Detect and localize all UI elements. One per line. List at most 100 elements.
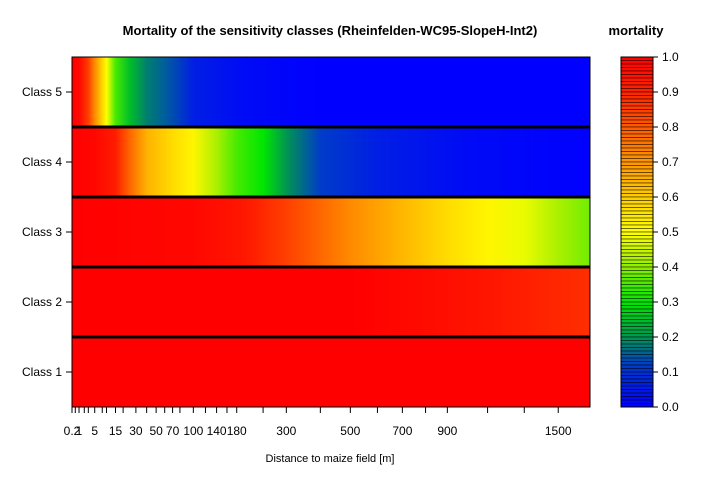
legend-color-band <box>620 56 654 61</box>
x-tick-label: 0.2 <box>64 424 81 438</box>
legend-color-band <box>620 137 654 142</box>
heat-row-class-2 <box>72 267 590 337</box>
legend-color-band <box>620 329 654 334</box>
legend-color-band <box>620 130 654 135</box>
x-tick-label: 300 <box>276 424 296 438</box>
legend-color-band <box>620 186 654 191</box>
heat-row-class-5 <box>72 57 590 127</box>
legend-color-band <box>620 123 654 128</box>
legend-color-band <box>620 266 654 271</box>
legend-color-band <box>620 298 654 303</box>
legend-color-band <box>620 133 654 138</box>
x-tick-label: 5 <box>91 424 98 438</box>
legend-color-band <box>620 396 654 401</box>
legend-color-band <box>620 245 654 250</box>
legend-color-band <box>620 291 654 296</box>
x-tick-label: 100 <box>183 424 203 438</box>
legend-color-band <box>620 389 654 394</box>
x-axis: 0.21 5 15 30 50 70 100 140 180 300 500 700 900 1500 <box>64 406 590 438</box>
legend-color-band <box>620 294 654 299</box>
legend-color-band <box>620 144 654 149</box>
legend-color-band <box>620 385 654 390</box>
legend-color-band <box>620 333 654 338</box>
legend-title: mortality <box>609 23 665 38</box>
y-tick-label: Class 3 <box>22 225 62 239</box>
legend-color-band <box>620 179 654 184</box>
legend-color-band <box>620 95 654 100</box>
x-tick-label: 900 <box>437 424 457 438</box>
legend-tick-label: 0.6 <box>662 190 679 204</box>
x-axis-label: Distance to maize field [m] <box>266 453 395 465</box>
legend-tick-label: 0.8 <box>662 120 679 134</box>
legend-color-band <box>620 280 654 285</box>
legend-color-band <box>620 378 654 383</box>
legend-color-band <box>620 242 654 247</box>
x-tick-label: 700 <box>392 424 412 438</box>
legend-color-band <box>620 252 654 257</box>
legend-color-band <box>620 357 654 362</box>
legend-color-band <box>620 308 654 313</box>
legend-tick-label: 0.3 <box>662 295 679 309</box>
color-legend: 1.0 0.9 0.8 0.7 0.6 0.5 0.4 0.3 0.2 0.1 0.0 <box>620 50 679 414</box>
legend-color-band <box>620 126 654 131</box>
legend-color-band <box>620 189 654 194</box>
legend-color-band <box>620 382 654 387</box>
y-tick-label: Class 1 <box>22 365 62 379</box>
legend-color-band <box>620 203 654 208</box>
legend-color-band <box>620 221 654 226</box>
legend-tick-label: 0.4 <box>662 260 679 274</box>
legend-color-band <box>620 165 654 170</box>
legend-color-band <box>620 350 654 355</box>
legend-color-band <box>620 277 654 282</box>
legend-color-band <box>620 319 654 324</box>
y-tick-label: Class 4 <box>22 155 62 169</box>
x-tick-label: 15 <box>109 424 123 438</box>
legend-color-band <box>620 284 654 289</box>
legend-color-band <box>620 105 654 110</box>
legend-color-band <box>620 301 654 306</box>
x-tick-label: 70 <box>166 424 180 438</box>
heat-row-class-1 <box>72 337 590 407</box>
x-tick-label: 1500 <box>545 424 572 438</box>
legend-color-band <box>620 235 654 240</box>
heat-row-class-3 <box>72 197 590 267</box>
legend-color-band <box>620 147 654 152</box>
legend-color-band <box>620 354 654 359</box>
x-tick-label: 500 <box>340 424 360 438</box>
legend-color-band <box>620 217 654 222</box>
legend-tick-label: 0.5 <box>662 225 679 239</box>
heat-row-class-4 <box>72 127 590 197</box>
legend-color-band <box>620 175 654 180</box>
legend-color-band <box>620 116 654 121</box>
legend-color-band <box>620 375 654 380</box>
legend-color-band <box>620 63 654 68</box>
legend-color-band <box>620 305 654 310</box>
legend-color-band <box>620 322 654 327</box>
y-axis: Class 5 Class 4 Class 3 Class 2 Class 1 <box>22 85 72 379</box>
y-tick-label: Class 5 <box>22 85 62 99</box>
legend-color-band <box>620 343 654 348</box>
legend-tick-label: 0.1 <box>662 365 679 379</box>
x-tick-label: 50 <box>149 424 163 438</box>
legend-color-band <box>620 256 654 261</box>
legend-color-band <box>620 312 654 317</box>
legend-color-band <box>620 112 654 117</box>
legend-color-band <box>620 249 654 254</box>
chart-title: Mortality of the sensitivity classes (Rh… <box>123 23 538 38</box>
legend-tick-label: 0.0 <box>662 400 679 414</box>
legend-color-band <box>620 273 654 278</box>
legend-color-band <box>620 364 654 369</box>
legend-tick-label: 0.2 <box>662 330 679 344</box>
legend-color-band <box>620 200 654 205</box>
legend-color-band <box>620 161 654 166</box>
legend-color-band <box>620 74 654 79</box>
legend-tick-label: 0.9 <box>662 85 679 99</box>
legend-color-band <box>620 172 654 177</box>
legend-color-band <box>620 84 654 89</box>
legend-color-band <box>620 77 654 82</box>
legend-color-band <box>620 91 654 96</box>
x-tick-label: 30 <box>129 424 143 438</box>
legend-color-band <box>620 361 654 366</box>
legend-color-band <box>620 67 654 72</box>
y-tick-label: Class 2 <box>22 295 62 309</box>
